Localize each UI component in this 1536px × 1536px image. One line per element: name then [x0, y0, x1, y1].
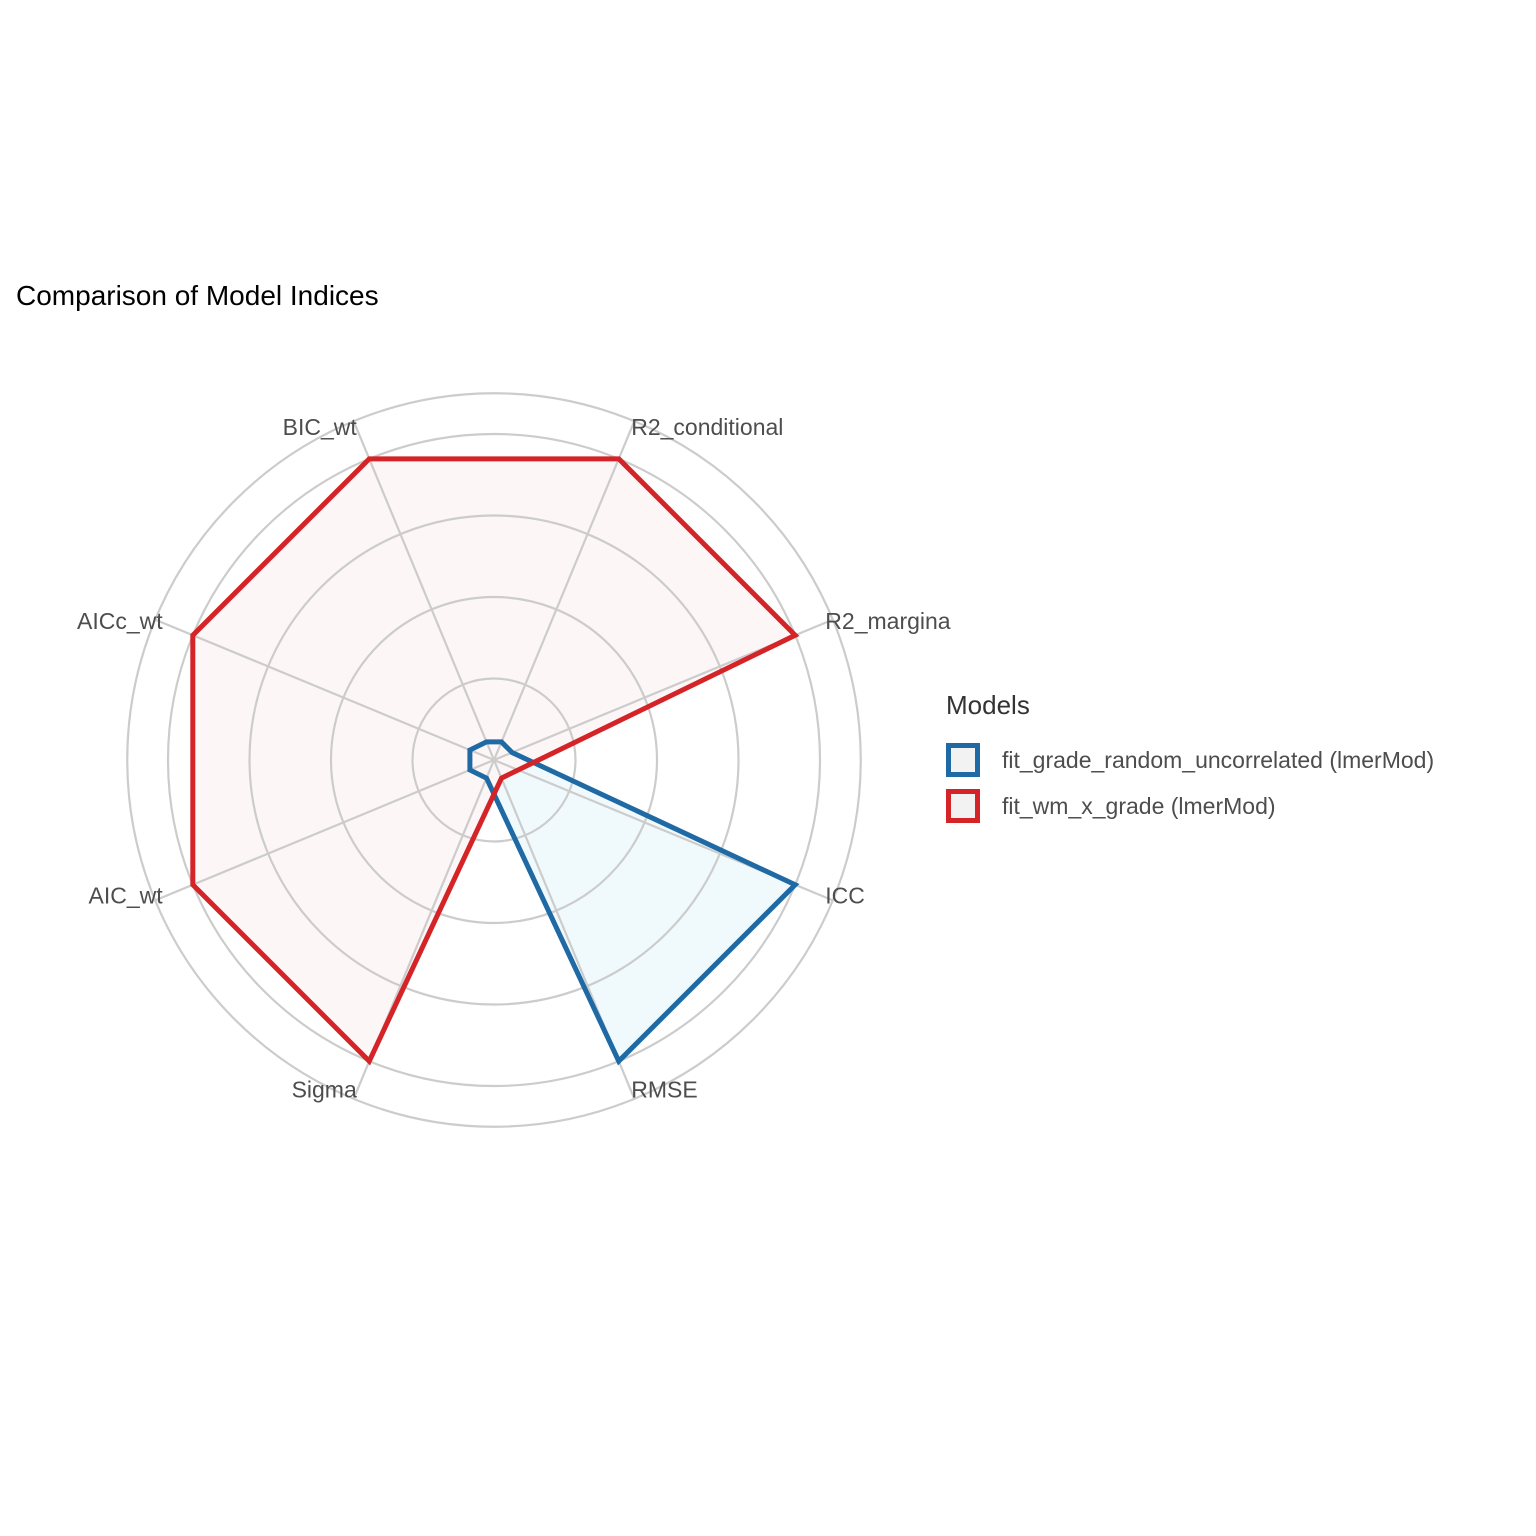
legend-key-2	[946, 789, 980, 823]
grid-spoke-7	[154, 618, 495, 762]
axis-label-bic-wt: BIC_wt	[283, 414, 358, 440]
series-1	[467, 739, 800, 1066]
legend-label-1: fit_grade_random_uncorrelated (lmerMod)	[1002, 746, 1435, 773]
grid-ring-5	[126, 392, 862, 1128]
axis-label-aicc-wt: AICc_wt	[77, 608, 163, 634]
legend-key-1	[946, 743, 980, 777]
legend-label-2: fit_wm_x_grade (lmerMod)	[1002, 792, 1276, 819]
radar-series	[190, 456, 800, 1066]
series-2	[190, 456, 800, 1066]
grid-ring-1	[411, 677, 577, 843]
chart-title: Comparison of Model Indices	[16, 280, 379, 311]
axis-label-r2-margina: R2_margina	[825, 608, 950, 634]
series-fill-1	[469, 741, 796, 1062]
axis-label-aic-wt: AIC_wt	[89, 882, 164, 908]
axis-labels: R2_conditional R2_margina ICC RMSE Sigma AIC_…	[77, 414, 951, 1103]
grid-ring-4	[166, 432, 822, 1088]
legend-item-2: fit_wm_x_grade (lmerMod)	[946, 783, 1434, 829]
legend-item-1: fit_grade_random_uncorrelated (lmerMod)	[946, 737, 1434, 783]
grid-ring-3	[248, 514, 740, 1006]
grid-spoke-8	[352, 420, 496, 761]
radar-grid	[126, 392, 862, 1128]
legend-title: Models	[946, 690, 1030, 720]
axis-label-r2-conditional: R2_conditional	[631, 414, 783, 440]
grid-ring-2	[329, 595, 659, 925]
axis-label-sigma: Sigma	[292, 1076, 357, 1102]
grid-spoke-6	[154, 758, 495, 902]
axis-label-icc: ICC	[825, 882, 865, 908]
legend: Models fit_grade_random_uncorrelated (lm…	[946, 690, 1434, 829]
grid-spoke-1	[492, 420, 636, 761]
axis-label-rmse: RMSE	[631, 1076, 697, 1102]
